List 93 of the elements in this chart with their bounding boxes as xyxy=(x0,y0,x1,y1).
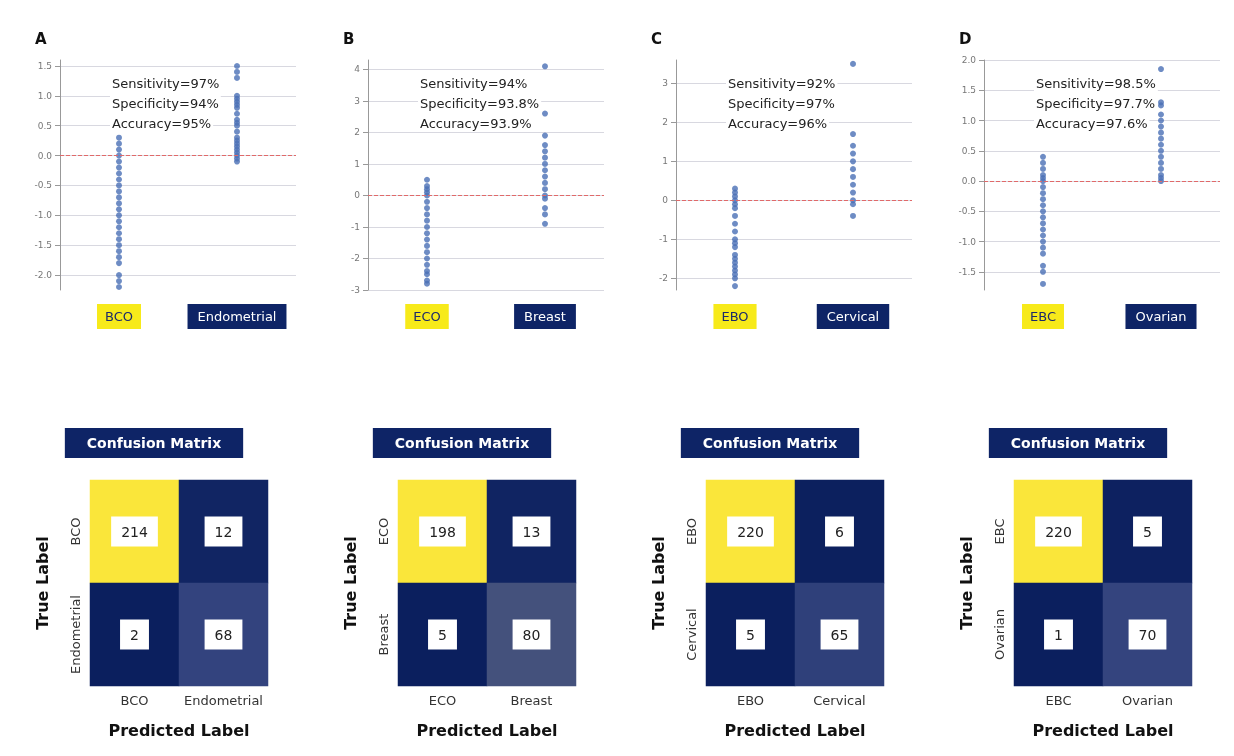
y-tick-label: Cervical xyxy=(684,608,699,661)
x-tick-label: Ovarian xyxy=(1135,309,1187,324)
annotation: Accuracy=93.9% xyxy=(420,116,532,131)
y-axis-title: True Label xyxy=(648,536,668,630)
data-label: 68 xyxy=(214,626,233,643)
y-tick-label: 2 xyxy=(354,127,360,138)
x-axis-title: Predicted Label xyxy=(1032,720,1174,740)
data-label: 80 xyxy=(522,626,541,643)
y-tick-label: -2.0 xyxy=(34,270,53,281)
annotation: Accuracy=96% xyxy=(728,116,828,131)
x-tick-label: EBC xyxy=(1030,309,1056,324)
data-label: 198 xyxy=(429,523,456,540)
data-label: 70 xyxy=(1138,626,1157,643)
data-label: 5 xyxy=(438,626,447,643)
x-tick-label: Breast xyxy=(524,309,566,324)
y-tick-label: 0.5 xyxy=(961,145,976,156)
y-tick-label: 1.0 xyxy=(961,115,977,126)
chart-title: Confusion Matrix xyxy=(86,435,222,451)
data-label: 220 xyxy=(737,523,764,540)
x-tick-label: Cervical xyxy=(813,693,866,708)
data-label: 220 xyxy=(1045,523,1072,540)
x-tick-label: Endometrial xyxy=(184,693,263,708)
x-axis-title: Predicted Label xyxy=(724,720,866,740)
y-tick-label: 1.5 xyxy=(37,60,52,71)
chart-title: A xyxy=(35,29,47,48)
data-label: 5 xyxy=(746,626,755,643)
data-label: 214 xyxy=(121,523,148,540)
data-label: 12 xyxy=(214,523,233,540)
y-tick-label: Breast xyxy=(376,613,391,656)
y-tick-label: -0.5 xyxy=(958,206,976,217)
chart-title: B xyxy=(343,29,355,48)
y-tick-label: 4 xyxy=(354,64,361,75)
chart-title: Confusion Matrix xyxy=(702,435,838,451)
y-tick-label: -1.5 xyxy=(958,266,976,277)
annotation: Specificity=93.8% xyxy=(420,96,540,111)
y-tick-label: 0 xyxy=(354,190,361,201)
annotation: Sensitivity=94% xyxy=(420,76,528,91)
data-label: 1 xyxy=(1054,626,1063,643)
y-tick-label: 1.5 xyxy=(961,85,976,96)
x-tick-label: EBO xyxy=(721,309,749,324)
annotation: Specificity=94% xyxy=(112,96,219,111)
data-label: 2 xyxy=(130,626,139,643)
annotation: Sensitivity=97% xyxy=(112,76,220,91)
y-tick-label: -0.5 xyxy=(34,180,52,191)
annotation: Sensitivity=92% xyxy=(728,76,836,91)
x-tick-label: Endometrial xyxy=(197,309,277,324)
annotation: Sensitivity=98.5% xyxy=(1036,76,1156,91)
data-label: 5 xyxy=(1143,523,1152,540)
data-label: 6 xyxy=(835,523,845,540)
y-tick-label: 3 xyxy=(354,95,360,106)
y-tick-label: -2 xyxy=(351,253,360,264)
data-label: 13 xyxy=(522,523,541,540)
y-tick-label: 2 xyxy=(662,117,668,128)
y-tick-label: -1.5 xyxy=(34,240,52,251)
y-tick-label: 0.5 xyxy=(37,120,52,131)
y-tick-label: 1.0 xyxy=(37,90,53,101)
x-tick-label: EBC xyxy=(1045,693,1072,708)
y-tick-label: -1.0 xyxy=(34,210,53,221)
y-axis-title: True Label xyxy=(340,536,360,630)
annotation: Accuracy=95% xyxy=(112,116,212,131)
x-tick-label: EBO xyxy=(736,693,765,708)
annotation: Accuracy=97.6% xyxy=(1036,116,1148,131)
x-axis-title: Predicted Label xyxy=(416,720,558,740)
y-tick-label: -1.0 xyxy=(958,236,977,247)
data-label: 65 xyxy=(830,626,849,643)
y-tick-label: 2.0 xyxy=(961,55,977,65)
y-tick-label: 0.0 xyxy=(961,176,977,187)
y-tick-label: -2 xyxy=(659,273,668,284)
x-tick-label: BCO xyxy=(120,693,149,708)
x-tick-label: ECO xyxy=(413,309,441,324)
x-tick-label: Ovarian xyxy=(1121,693,1174,708)
x-tick-label: ECO xyxy=(428,693,457,708)
chart-title: D xyxy=(959,29,972,48)
y-axis-title: True Label xyxy=(956,536,976,630)
y-tick-label: -1 xyxy=(351,221,360,232)
annotation: Specificity=97% xyxy=(728,96,835,111)
y-axis-title: True Label xyxy=(32,536,52,630)
y-tick-label: 0 xyxy=(662,195,669,206)
annotation: Specificity=97.7% xyxy=(1036,96,1156,111)
y-tick-label: Ovarian xyxy=(992,608,1007,661)
chart-title: Confusion Matrix xyxy=(394,435,530,451)
chart-title: C xyxy=(651,29,663,48)
y-tick-label: -3 xyxy=(351,285,360,295)
y-tick-label: -1 xyxy=(659,234,668,245)
x-tick-label: Cervical xyxy=(826,309,880,324)
y-tick-label: 1 xyxy=(662,156,668,167)
x-tick-label: Breast xyxy=(510,693,553,708)
y-tick-label: 0.0 xyxy=(37,150,53,161)
x-tick-label: BCO xyxy=(105,309,133,324)
chart-title: Confusion Matrix xyxy=(1010,435,1146,451)
y-tick-label: 3 xyxy=(662,78,668,89)
y-tick-label: 1 xyxy=(354,158,360,169)
x-axis-title: Predicted Label xyxy=(108,720,250,740)
